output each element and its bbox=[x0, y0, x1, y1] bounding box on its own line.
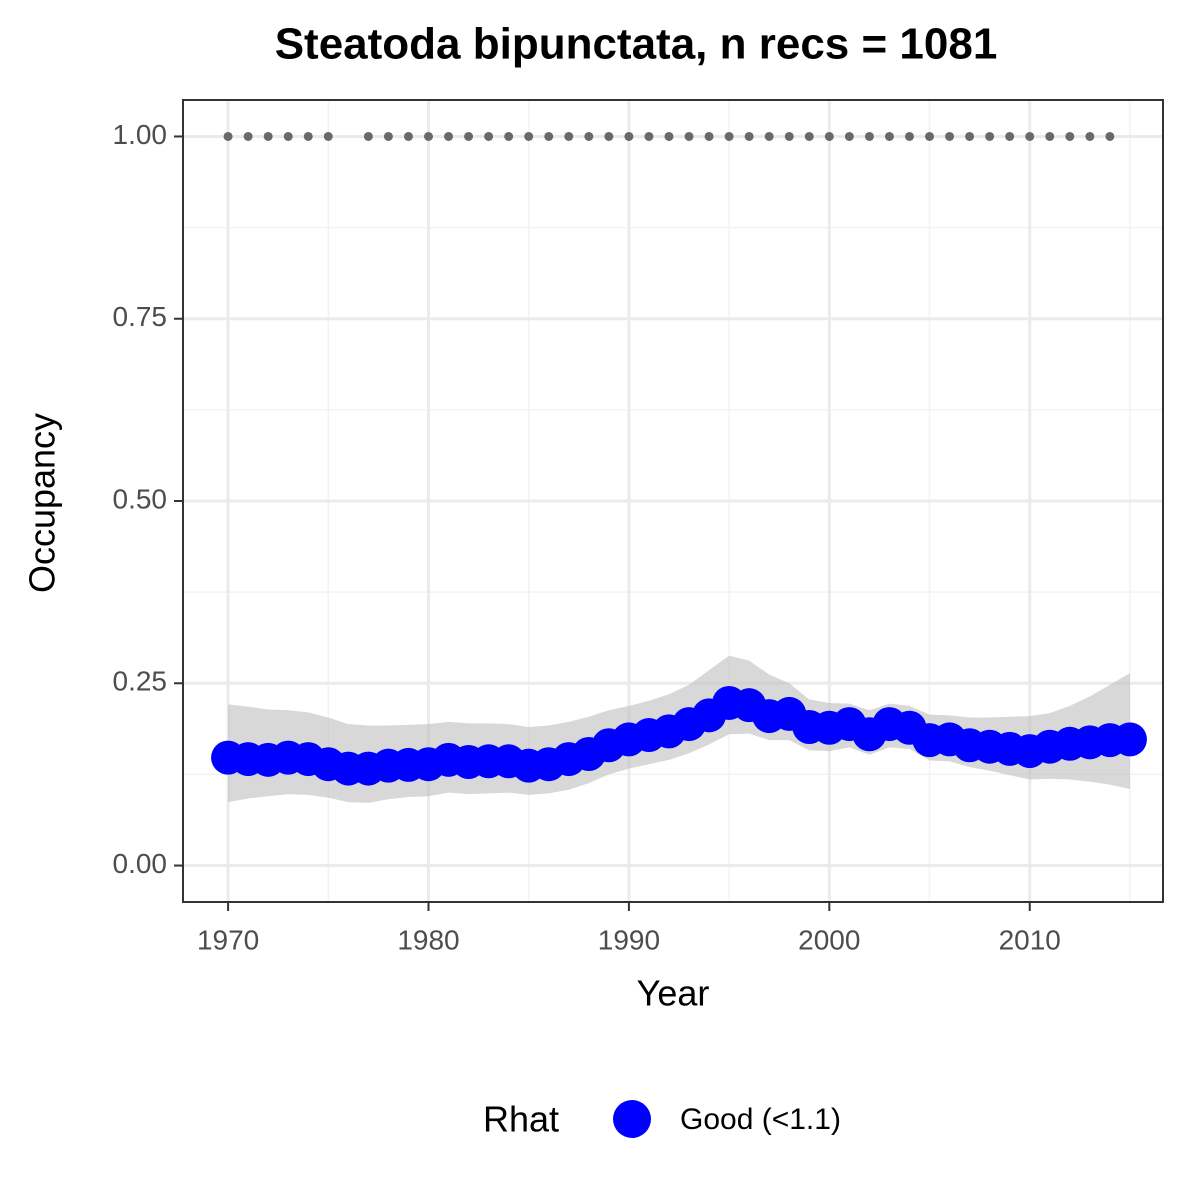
record-dot bbox=[243, 131, 253, 141]
chart-title: Steatoda bipunctata, n recs = 1081 bbox=[275, 20, 998, 69]
record-dot bbox=[323, 131, 333, 141]
record-dot bbox=[303, 131, 313, 141]
record-dot bbox=[704, 131, 714, 141]
record-dot bbox=[784, 131, 794, 141]
record-dot bbox=[724, 131, 734, 141]
record-dot bbox=[804, 131, 814, 141]
record-dot bbox=[884, 131, 894, 141]
record-dot bbox=[504, 131, 514, 141]
record-dot bbox=[444, 131, 454, 141]
record-dot bbox=[363, 131, 373, 141]
record-dot bbox=[383, 131, 393, 141]
record-dot bbox=[664, 131, 674, 141]
record-dot bbox=[1005, 131, 1015, 141]
x-tick-label: 1980 bbox=[397, 924, 459, 955]
record-dot bbox=[1045, 131, 1055, 141]
record-dot bbox=[644, 131, 654, 141]
record-dot bbox=[1085, 131, 1095, 141]
y-tick-label: 1.00 bbox=[113, 119, 168, 150]
record-dot bbox=[684, 131, 694, 141]
record-dot bbox=[1065, 131, 1075, 141]
x-tick-label: 2010 bbox=[999, 924, 1061, 955]
y-tick-label: 0.00 bbox=[113, 848, 168, 879]
record-dot bbox=[1025, 131, 1035, 141]
record-dot bbox=[985, 131, 995, 141]
record-dot bbox=[624, 131, 634, 141]
x-tick-label: 1990 bbox=[598, 924, 660, 955]
record-dot bbox=[925, 131, 935, 141]
legend-label: Good (<1.1) bbox=[680, 1103, 841, 1136]
y-tick-label: 0.50 bbox=[113, 483, 168, 514]
record-dot bbox=[764, 131, 774, 141]
record-dot bbox=[564, 131, 574, 141]
record-dot bbox=[283, 131, 293, 141]
legend-title: Rhat bbox=[483, 1099, 559, 1140]
legend-key bbox=[613, 1100, 651, 1138]
record-dot bbox=[424, 131, 434, 141]
y-tick-label: 0.75 bbox=[113, 301, 168, 332]
x-axis-title: Year bbox=[637, 973, 710, 1014]
record-dot bbox=[464, 131, 474, 141]
record-dot bbox=[223, 131, 233, 141]
record-dot bbox=[584, 131, 594, 141]
record-dot bbox=[744, 131, 754, 141]
record-dot bbox=[1105, 131, 1115, 141]
record-dot bbox=[904, 131, 914, 141]
record-dot bbox=[484, 131, 494, 141]
panel-border bbox=[182, 99, 1164, 903]
record-dot bbox=[524, 131, 534, 141]
y-tick-label: 0.25 bbox=[113, 666, 168, 697]
record-dot bbox=[965, 131, 975, 141]
record-dot bbox=[945, 131, 955, 141]
record-dot bbox=[263, 131, 273, 141]
record-dot bbox=[844, 131, 854, 141]
x-tick-label: 2000 bbox=[798, 924, 860, 955]
y-axis-title: Occupancy bbox=[22, 413, 63, 593]
record-dot bbox=[604, 131, 614, 141]
record-dot bbox=[824, 131, 834, 141]
record-dot bbox=[544, 131, 554, 141]
record-dot bbox=[864, 131, 874, 141]
x-tick-label: 1970 bbox=[197, 924, 259, 955]
record-dot bbox=[403, 131, 413, 141]
point bbox=[1112, 722, 1147, 757]
